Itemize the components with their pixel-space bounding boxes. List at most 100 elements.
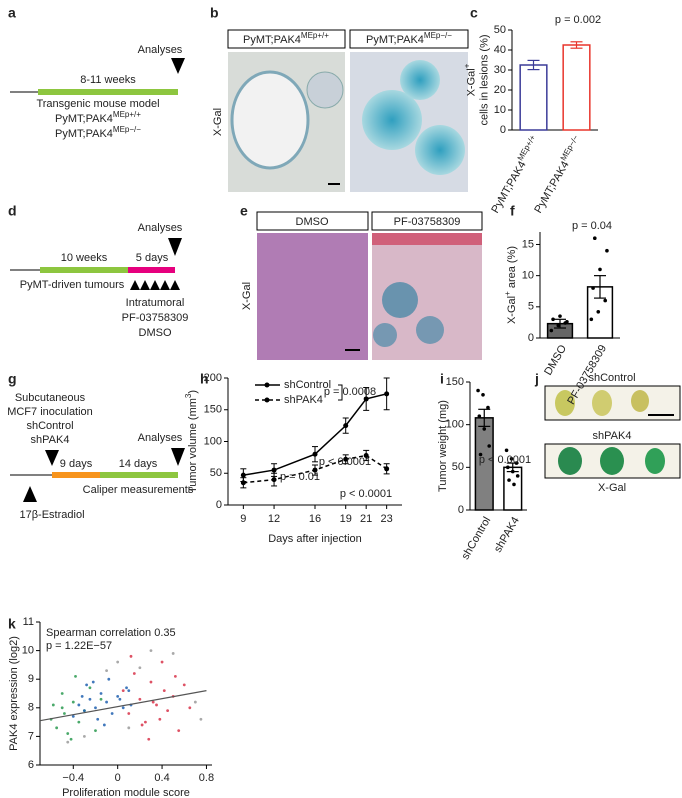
stain-label: X-Gal (212, 108, 224, 136)
data-point (121, 706, 125, 710)
data-point (129, 654, 133, 658)
data-point (69, 737, 73, 741)
image-header: PyMT;PAK4MEp+/+ (243, 31, 329, 46)
y-tick-label: 50 (452, 461, 464, 473)
panel-label: e (240, 203, 248, 219)
series-line (243, 393, 387, 476)
phase-bar (38, 89, 178, 95)
arrowhead (171, 448, 185, 466)
data-point (171, 652, 175, 655)
data-point (82, 709, 86, 713)
arrowhead (171, 58, 185, 74)
text-part: MEp+/+ (113, 110, 141, 119)
data-point (74, 674, 77, 678)
data-point (91, 680, 95, 684)
x-tick-label: 0.8 (199, 772, 214, 784)
text-part: Tumor volume (mm (187, 398, 199, 493)
phase-bar (40, 267, 128, 273)
data-point (140, 723, 144, 727)
category-label: shControl (459, 515, 493, 562)
phase-bar (52, 472, 100, 478)
y-axis-label: X-Gal+ area (%) (503, 246, 518, 324)
category-label: PyMT;PAK4MEp−/− (529, 133, 585, 215)
annotation: p = 0.0008 (324, 386, 376, 398)
data-point (504, 448, 509, 453)
y-tick-label: 150 (204, 404, 222, 416)
arrowhead (23, 486, 37, 502)
y-axis-label: X-Gal+ (462, 63, 477, 96)
phase-label: 10 weeks (61, 252, 108, 264)
data-point (99, 697, 103, 701)
trend-line (39, 690, 207, 722)
data-point (82, 735, 86, 738)
endpoint-label: Analyses (138, 432, 183, 444)
data-point (482, 427, 487, 431)
x-tick-label: −0.4 (62, 772, 84, 784)
phase-label: 5 days (136, 252, 169, 264)
error-bar (594, 275, 606, 299)
y-tick-label: 100 (446, 419, 464, 431)
data-point (166, 709, 170, 713)
data-point (88, 686, 92, 690)
data-point (193, 700, 197, 704)
tumor (600, 447, 624, 475)
x-tick-label: 23 (381, 513, 393, 525)
data-point (105, 669, 108, 673)
tissue (230, 70, 310, 170)
y-tick-label: 7 (28, 730, 34, 742)
data-point (71, 700, 75, 704)
text-part: X-Gal (465, 68, 477, 96)
data-point (160, 660, 164, 664)
header-box (349, 29, 469, 49)
arrowhead (45, 450, 59, 466)
setup-label: MCF7 inoculation (7, 406, 93, 418)
data-point (556, 323, 561, 328)
phase-bar (100, 472, 178, 478)
data-point (598, 267, 602, 272)
bar (519, 64, 548, 131)
tissue (373, 323, 397, 347)
tissue (306, 71, 344, 109)
x-tick-label: 12 (268, 513, 280, 525)
data-point (162, 689, 166, 693)
data-point (55, 726, 59, 730)
text-part: PAK4 (505, 159, 529, 189)
header-box (227, 29, 346, 49)
data-point (591, 286, 595, 290)
tissue (415, 125, 465, 175)
data-point (363, 452, 369, 458)
x-axis-label: Proliferation module score (62, 787, 190, 798)
annotation: Spearman correlation 0.35 (46, 627, 176, 639)
y-tick-label: 0 (500, 124, 506, 136)
data-point (66, 732, 70, 735)
treatment-label: Intratumoral (126, 297, 185, 309)
tissue (362, 90, 422, 150)
text-part: MEp−/− (558, 133, 580, 162)
annotation: p = 0.01 (280, 471, 320, 483)
data-point (132, 672, 136, 675)
data-point (85, 683, 89, 687)
data-point (127, 712, 131, 715)
data-point (603, 298, 608, 303)
hormone-label: 17β-Estradiol (19, 509, 84, 521)
y-axis-label: Tumor volume (mm3) (184, 390, 199, 493)
data-point (149, 649, 153, 652)
text-part: X-Gal (506, 296, 518, 324)
error-bar (554, 318, 566, 329)
data-point (343, 423, 349, 429)
data-point (151, 700, 155, 704)
data-point (481, 393, 485, 397)
text-part: area (%) (506, 246, 518, 291)
data-point (127, 726, 131, 730)
x-tick-label: 0.4 (154, 772, 169, 784)
data-point (271, 467, 277, 473)
data-point (486, 405, 490, 410)
data-point (71, 714, 75, 718)
data-point (116, 660, 120, 664)
category-label: DMSO (542, 343, 569, 378)
data-point (99, 692, 103, 695)
tissue-edge (372, 233, 482, 245)
y-tick-label: 20 (494, 84, 506, 96)
model-label: Transgenic mouse model (36, 98, 159, 110)
